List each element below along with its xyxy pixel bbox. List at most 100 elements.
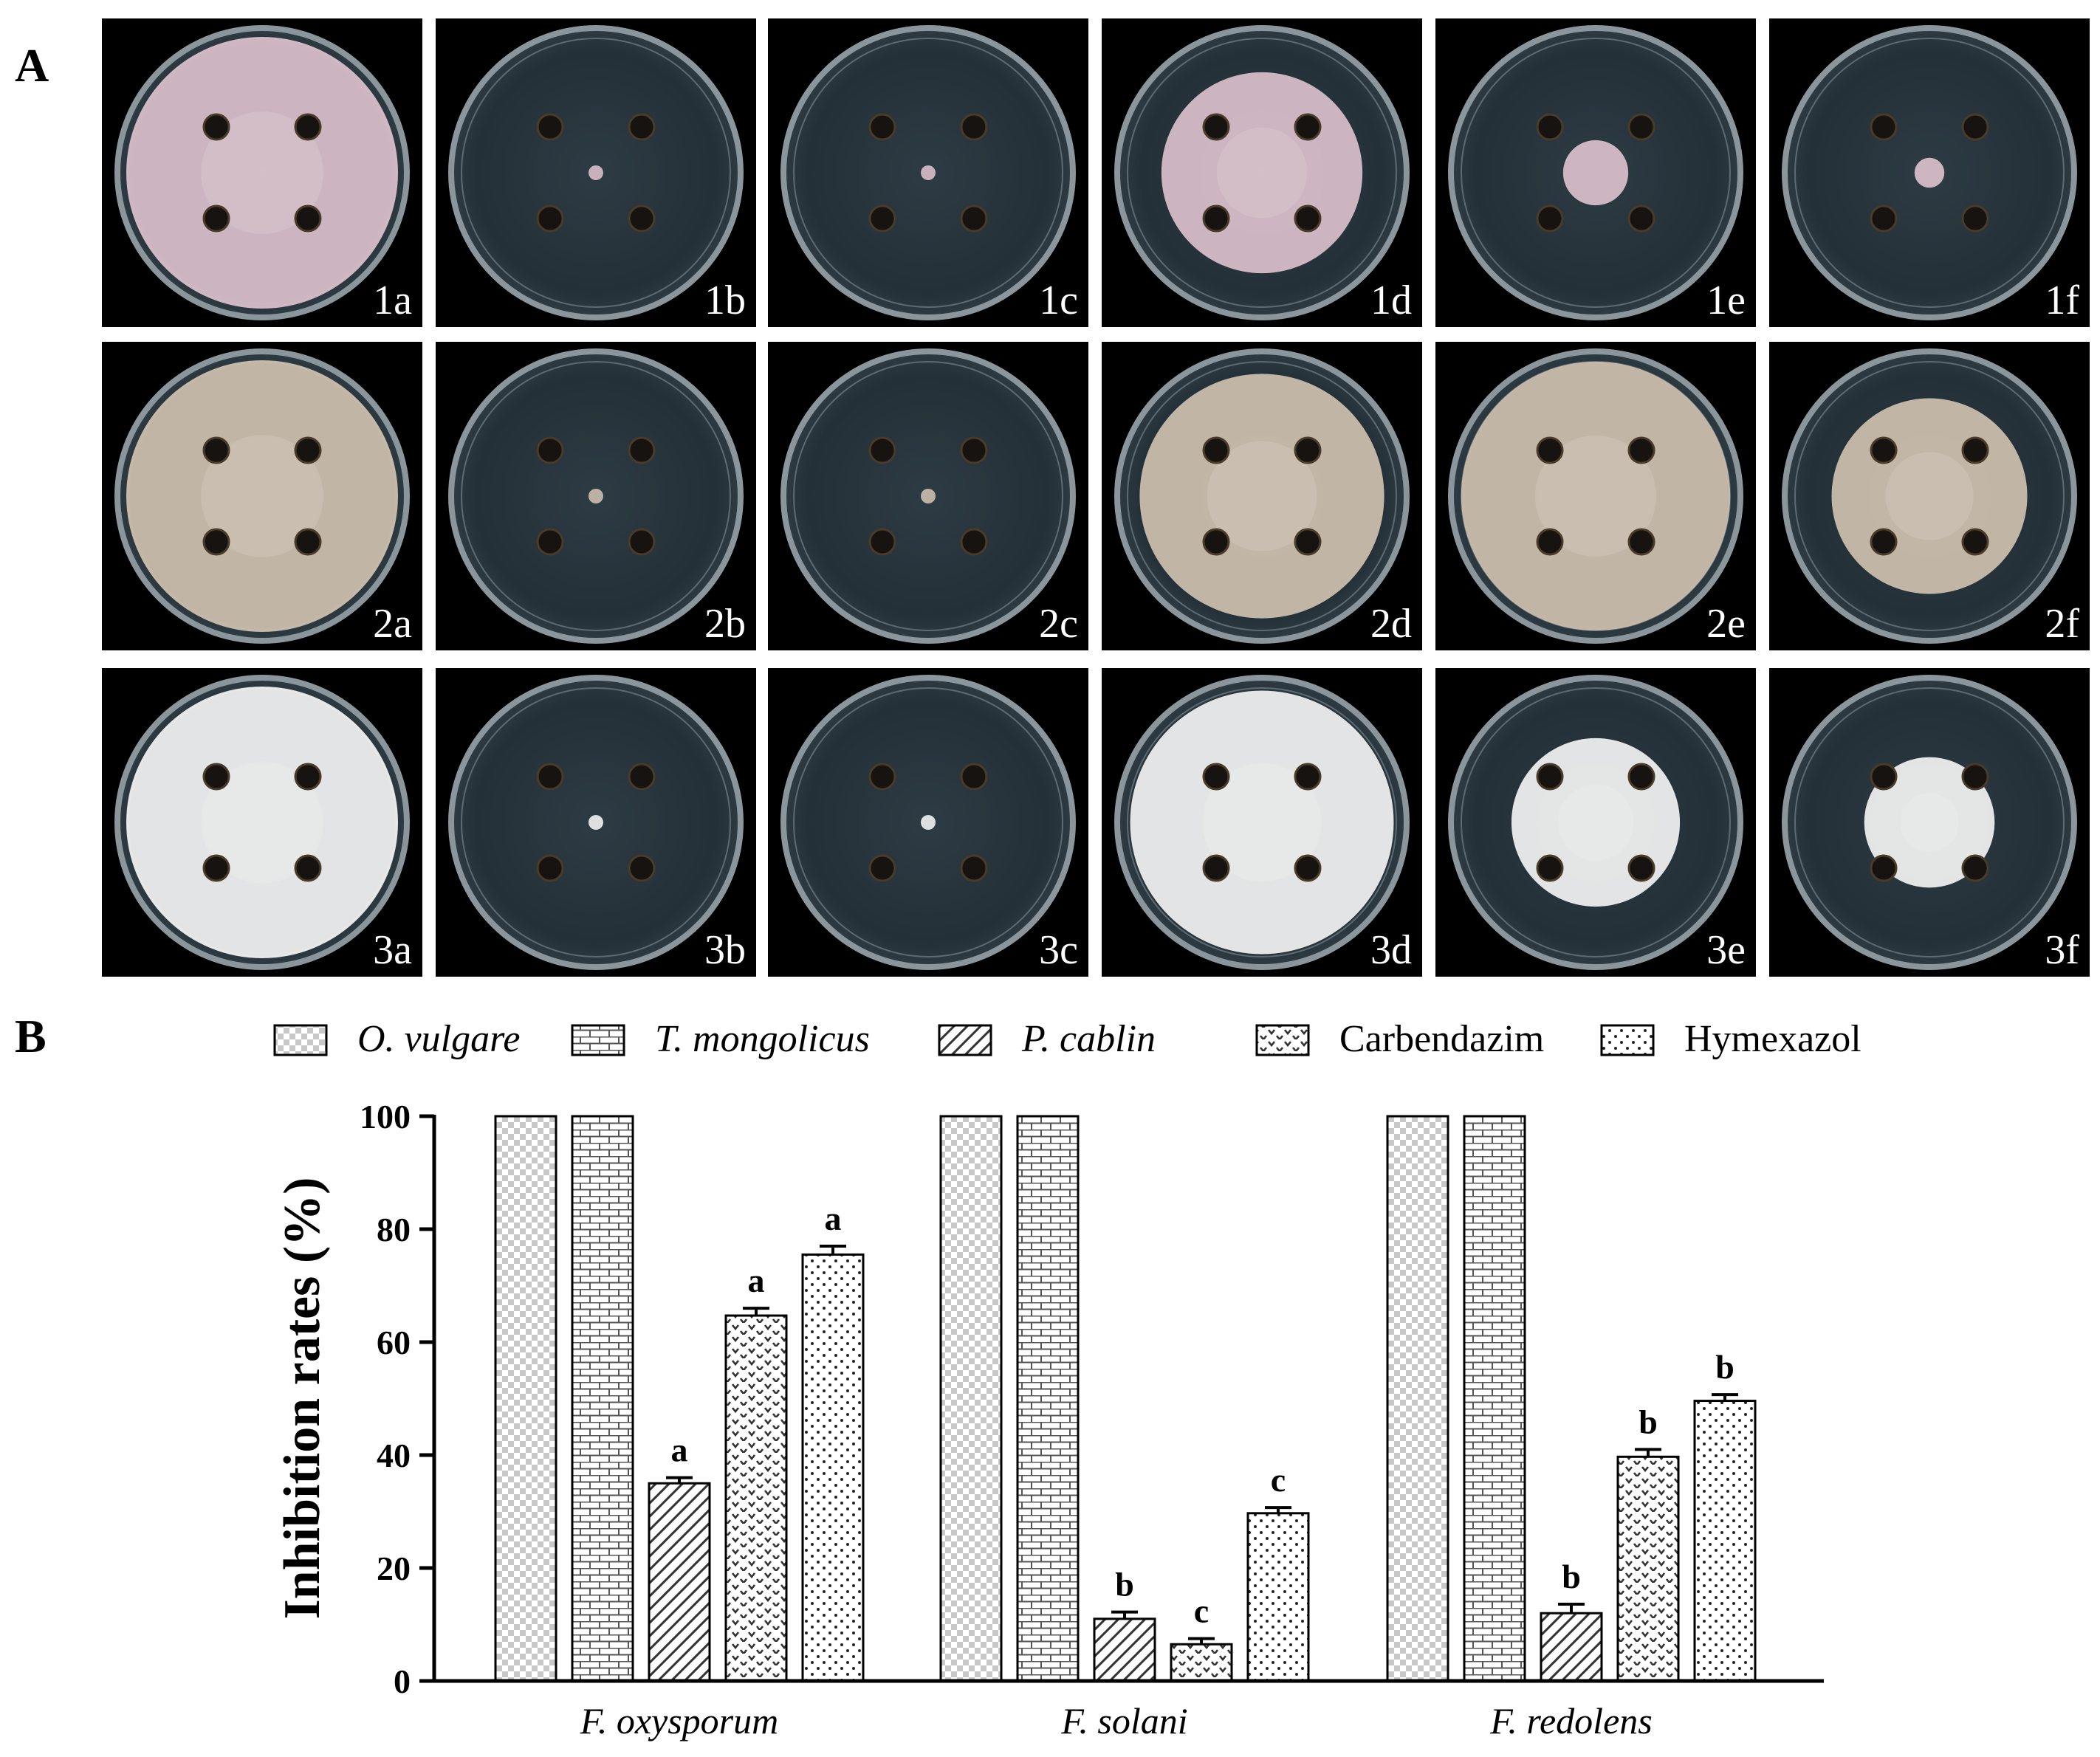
panel-a-plate-grid: A 1a 1b 1c 1d 1e 1f 2a 2b 2c 2d 2e 2f 3a 3b 3c 3d 3e 3f [15, 18, 2090, 977]
well-hole [1870, 436, 1898, 464]
plate-tile-3e: 3e [1435, 668, 1756, 977]
plate-tile-2e: 2e [1435, 342, 1756, 650]
significance-label: b [1715, 1348, 1734, 1386]
chart-bars: a a a b c c b b b [494, 1115, 1757, 1682]
petri-dish-inner-ring [1794, 361, 2065, 631]
petri-dish-inner-ring [1794, 38, 2065, 308]
plate-tile-2a: 2a [102, 342, 422, 650]
fungal-colony [126, 687, 398, 958]
plate-tile-1d: 1d [1102, 18, 1422, 327]
well-hole [1627, 113, 1655, 141]
plate-tile-1a: 1a [102, 18, 422, 327]
significance-label: c [1271, 1461, 1286, 1499]
well-hole [868, 204, 896, 233]
plate-tile-2d: 2d [1102, 342, 1422, 650]
panel-b-bar-chart: B O. vulgare T. mongolicus P. cablin Carben… [15, 1010, 1861, 1741]
bar-diagonal [1093, 1617, 1156, 1682]
well-hole [1536, 854, 1564, 882]
fungal-colony [589, 489, 603, 503]
bar-brick [1463, 1115, 1526, 1682]
well-hole [294, 204, 322, 233]
legend-swatch-chevron [1255, 1024, 1310, 1056]
well-hole [202, 763, 230, 791]
well-hole [868, 436, 896, 464]
petri-dish-inner-ring [793, 38, 1063, 308]
well-hole [1961, 528, 1989, 556]
well-hole [1961, 436, 1989, 464]
well-hole [1202, 763, 1230, 791]
bar-checker [939, 1115, 1003, 1682]
well-hole [960, 436, 988, 464]
well-hole [1961, 763, 1989, 791]
well-hole [536, 854, 564, 882]
petri-dish-inner-ring [1127, 38, 1397, 308]
plate-tile-1e: 1e [1435, 18, 1756, 327]
well-hole [202, 528, 230, 556]
petri-dish-inner-ring [793, 361, 1063, 631]
chart-legend: O. vulgare T. mongolicus P. cablin Carbenda… [273, 1018, 1861, 1060]
well-hole [868, 528, 896, 556]
y-axis-title: Inhibition rates (%) [274, 1177, 331, 1620]
well-hole [960, 854, 988, 882]
fungal-colony [921, 489, 936, 503]
well-hole [1294, 528, 1322, 556]
plate-label: 3b [704, 927, 746, 973]
significance-label: b [1562, 1558, 1581, 1595]
chart-axes: 0 20 40 60 80 100 Inhibition rates (%) F. oxysp… [274, 1098, 1824, 1741]
fungal-colony [1864, 757, 1995, 888]
well-hole [1870, 204, 1898, 233]
well-hole [1294, 204, 1322, 233]
well-hole [1202, 436, 1230, 464]
plate-label: 1e [1706, 278, 1746, 323]
well-hole [1202, 854, 1230, 882]
petri-dish-inner-ring [1127, 361, 1397, 631]
bar-diagonal [648, 1482, 711, 1682]
bar-checker [494, 1115, 557, 1682]
plate-tile-3f: 3f [1769, 668, 2090, 977]
significance-label: c [1194, 1592, 1209, 1630]
well-hole [1627, 763, 1655, 791]
fungal-colony [1562, 140, 1629, 206]
well-hole [1536, 204, 1564, 233]
well-hole [202, 436, 230, 464]
well-hole [1202, 113, 1230, 141]
x-category-label: F. oxysporum [580, 1700, 779, 1741]
well-hole [960, 528, 988, 556]
x-category-label: F. redolens [1489, 1700, 1652, 1741]
legend-label: Hymexazol [1684, 1018, 1861, 1060]
well-hole [294, 854, 322, 882]
fungal-colony [1130, 690, 1394, 955]
significance-label: b [1639, 1403, 1658, 1440]
bar-dots [1693, 1400, 1757, 1682]
petri-dish-inner-ring [1461, 687, 1731, 957]
plate-label: 3f [2045, 927, 2079, 973]
plate-label: 2a [373, 601, 412, 647]
fungal-colony [1914, 157, 1945, 188]
bar-brick [571, 1115, 634, 1682]
panel-b-letter: B [15, 1010, 47, 1062]
bar-chevron [1170, 1643, 1233, 1682]
significance-label: a [748, 1262, 765, 1299]
well-hole [868, 763, 896, 791]
fungal-colony [1139, 374, 1384, 619]
plate-label: 1d [1370, 278, 1412, 323]
plate-tile-3c: 3c [768, 668, 1088, 977]
well-hole [1294, 854, 1322, 882]
well-hole [1536, 113, 1564, 141]
well-hole [1870, 854, 1898, 882]
well-hole [536, 436, 564, 464]
well-hole [202, 113, 230, 141]
colony-center [1900, 793, 1959, 852]
legend-label: P. cablin [1021, 1018, 1156, 1060]
y-tick-label: 60 [377, 1324, 411, 1361]
colony-center [1216, 127, 1308, 219]
well-hole [1294, 113, 1322, 141]
well-hole [1870, 113, 1898, 141]
plate-label: 3c [1039, 927, 1078, 973]
well-hole [868, 854, 896, 882]
bar-dots [1246, 1512, 1310, 1682]
plate-label: 3e [1706, 927, 1746, 973]
y-tick-label: 80 [377, 1211, 411, 1248]
well-hole [1627, 204, 1655, 233]
colony-center [1202, 763, 1322, 882]
